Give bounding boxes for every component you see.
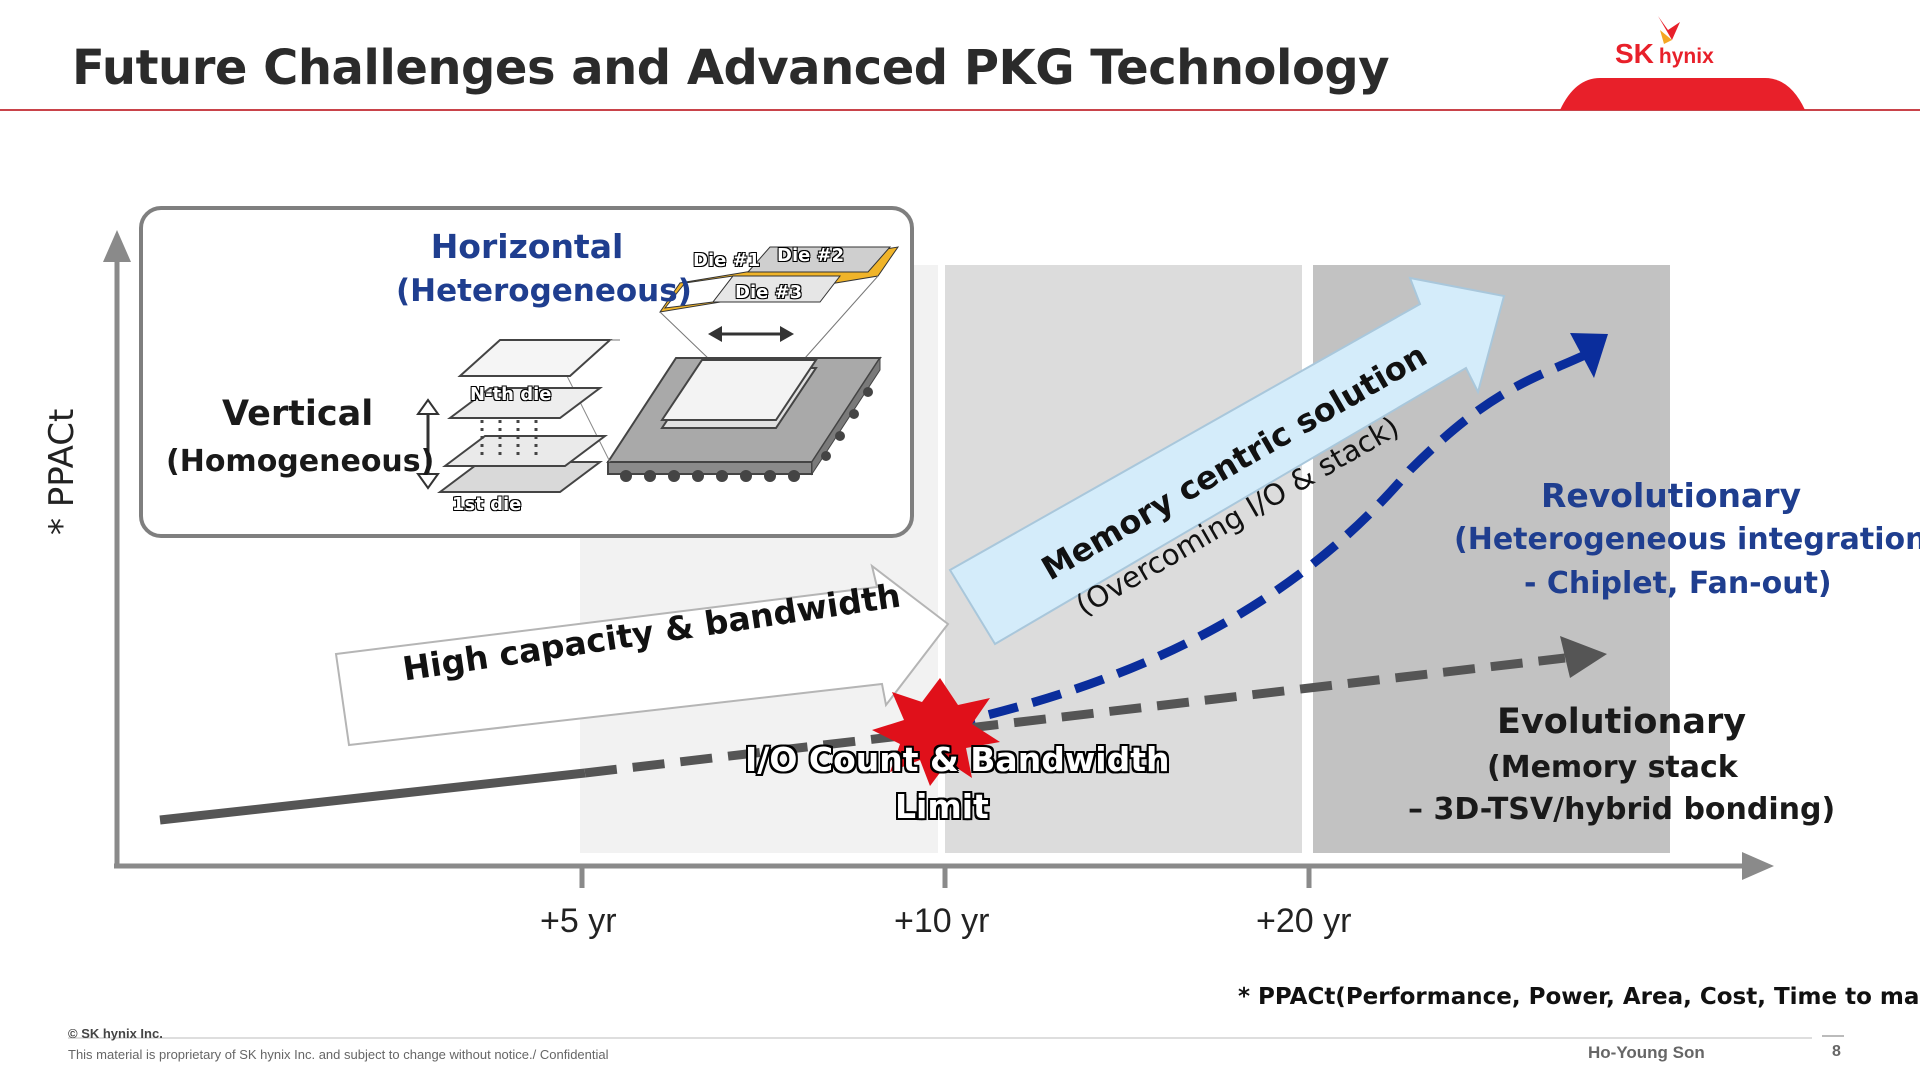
butterfly-logo-icon [1658,16,1680,40]
x-axis-arrowhead [1742,852,1774,880]
footer-copyright: © SK hynix Inc. [68,1026,163,1041]
nth-die-label: N-th die [470,384,552,405]
revolutionary-arrowhead [1570,333,1608,378]
revolutionary-sub2: - Chiplet, Fan-out) [1524,566,1832,601]
vertical-stack-illustration [416,339,620,493]
page-title: Future Challenges and Advanced PKG Techn… [72,40,1390,96]
first-die-label: 1st die [452,494,522,515]
evolutionary-dashed-line [584,653,1566,778]
limit-burst-icon [872,678,1000,786]
revolutionary-title: Revolutionary [1541,476,1802,515]
footer-author: Ho-Young Son [1588,1043,1705,1062]
limit-label-line2: Limit [895,787,989,826]
high-capacity-arrow [334,563,950,747]
horizontal-package-illustration [549,246,900,482]
footer-notice: This material is proprietary of SK hynix… [68,1047,609,1062]
evolutionary-sub2: – 3D-TSV/hybrid bonding) [1408,792,1836,827]
header-decoration [0,16,1920,111]
revolutionary-dashed-curve [944,350,1587,730]
x-tick-5yr: +5 yr [540,902,617,940]
logo-sk-text: SK [1615,38,1654,69]
logo-banner-shape [1560,78,1805,110]
ppact-footnote: * PPACt(Performance, Power, Area, Cost, … [1238,984,1920,1010]
page-number: 8 [1832,1043,1841,1060]
x-tick-20yr: +20 yr [1256,902,1352,940]
memory-centric-arrow [948,276,1506,646]
evolutionary-sub1: (Memory stack [1487,750,1738,785]
horizontal-subtitle: (Heterogeneous) [396,273,692,309]
evolutionary-title: Evolutionary [1497,702,1747,742]
die-2-label: Die #2 [777,245,845,266]
die-3-label: Die #3 [735,282,803,303]
x-tick-10yr: +10 yr [894,902,990,940]
die-1-label: Die #1 [693,250,761,271]
logo-hynix-text: hynix [1658,45,1714,68]
evolutionary-arrowhead [1560,636,1607,678]
limit-label-line1: I/O Count & Bandwidth [745,740,1170,779]
horizontal-title: Horizontal [430,227,624,266]
evolutionary-solid-line [159,768,586,825]
sk-hynix-logo: SK hynix [1615,38,1714,70]
revolutionary-sub1: (Heterogeneous integration [1454,522,1920,557]
vertical-title: Vertical [222,394,374,434]
vertical-subtitle: (Homogeneous) [166,444,435,479]
y-axis-arrowhead [103,230,131,262]
